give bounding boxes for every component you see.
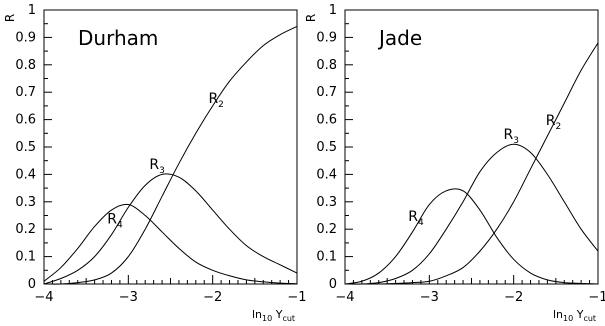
y-tick-label: 0.4 [316, 167, 337, 182]
curve-label-r4: R4 [408, 209, 424, 228]
series-line-r4 [344, 188, 599, 285]
series-line-r2 [43, 25, 298, 285]
x-tick-label: −1 [287, 290, 306, 305]
y-tick-label: 0 [28, 277, 36, 292]
curve-label-r3: R3 [149, 157, 164, 176]
y-tick-label: 1 [329, 3, 337, 18]
y-axis-label: R [3, 14, 17, 22]
y-tick-label: 0.3 [316, 195, 337, 210]
y-tick-label: 0.9 [15, 30, 36, 45]
y-tick-label: 0.1 [316, 250, 337, 265]
x-tick-label: −1 [588, 290, 605, 305]
series-line-r3 [43, 173, 298, 285]
x-tick-label: −4 [335, 290, 354, 305]
y-tick-label: 0.6 [15, 113, 36, 128]
x-axis-label: ln10 Ycut [553, 308, 596, 323]
y-tick-label: 0.5 [316, 140, 337, 155]
curve-label-r3: R3 [504, 127, 519, 146]
series-line-r3 [344, 143, 599, 285]
panel-jade: 0 0.1 0.2 0.3 0.4 0.5 0.6 0.7 0.8 0.9 1 −4 −3 −2 −1 Rln… [304, 3, 605, 323]
x-tick-label: −2 [504, 290, 523, 305]
x-axis-label: ln10 Ycut [252, 308, 295, 323]
plot-frame [344, 9, 599, 285]
y-tick-label: 0.5 [15, 140, 36, 155]
x-tick-label: −3 [119, 290, 138, 305]
y-tick-label: 0.2 [316, 222, 337, 237]
series-line-r2 [345, 42, 599, 285]
y-tick-label: 0.6 [316, 113, 337, 128]
curve-label-r4: R4 [107, 212, 123, 231]
y-tick-label: 0.3 [15, 195, 36, 210]
y-tick-label: 0.1 [15, 250, 36, 265]
x-tick-label: −3 [420, 290, 439, 305]
y-axis-label: R [304, 14, 318, 22]
panel-title: Durham [78, 26, 158, 50]
y-tick-label: 0.8 [15, 58, 36, 73]
curve-label-r2: R2 [546, 113, 561, 132]
y-tick-label: 0 [329, 277, 337, 292]
x-tick-label: −4 [34, 290, 53, 305]
x-tick-label: −2 [203, 290, 222, 305]
panel-durham: 0 0.1 0.2 0.3 0.4 0.5 0.6 0.7 0.8 0.9 1 −4 −3 −2 −1 Rln… [3, 3, 307, 323]
y-tick-label: 0.2 [15, 222, 36, 237]
panel-title: Jade [377, 26, 422, 50]
y-tick-label: 0.7 [15, 85, 36, 100]
y-tick-label: 1 [28, 3, 36, 18]
series-line-r4 [43, 203, 298, 285]
y-tick-label: 0.4 [15, 167, 36, 182]
curve-label-r2: R2 [208, 91, 223, 110]
y-tick-label: 0.9 [316, 30, 337, 45]
y-tick-label: 0.8 [316, 58, 337, 73]
y-tick-label: 0.7 [316, 85, 337, 100]
